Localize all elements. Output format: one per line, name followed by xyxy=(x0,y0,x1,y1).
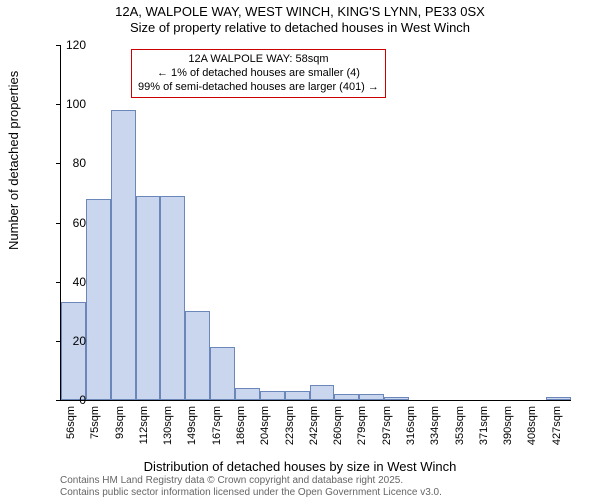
ytick-mark xyxy=(56,341,61,342)
annotation-line1: 12A WALPOLE WAY: 58sqm xyxy=(138,53,379,67)
xtick-label: 260sqm xyxy=(332,406,344,445)
ytick-mark xyxy=(56,104,61,105)
xtick-label: 279sqm xyxy=(356,406,368,445)
plot-area: 12A WALPOLE WAY: 58sqm ← 1% of detached … xyxy=(60,45,571,401)
xtick-label: 427sqm xyxy=(551,406,563,445)
xtick-label: 390sqm xyxy=(502,406,514,445)
ytick-mark xyxy=(56,163,61,164)
xtick-label: 242sqm xyxy=(308,406,320,445)
histogram-bar xyxy=(546,397,571,400)
xtick-label: 297sqm xyxy=(381,406,393,445)
attribution-line2: Contains public sector information licen… xyxy=(60,487,442,499)
chart-title-line1: 12A, WALPOLE WAY, WEST WINCH, KING'S LYN… xyxy=(0,0,600,20)
histogram-bar xyxy=(359,394,384,400)
xtick-label: 334sqm xyxy=(429,406,441,445)
xtick-label: 408sqm xyxy=(526,406,538,445)
histogram-bar xyxy=(310,385,335,400)
xtick-label: 204sqm xyxy=(259,406,271,445)
histogram-bar xyxy=(260,391,285,400)
ytick-label: 0 xyxy=(79,393,86,407)
histogram-bar xyxy=(111,110,136,400)
ytick-label: 40 xyxy=(73,275,86,289)
annotation-line3: 99% of semi-detached houses are larger (… xyxy=(138,81,379,95)
ytick-label: 120 xyxy=(66,38,86,52)
bars-group xyxy=(61,45,571,400)
xtick-label: 75sqm xyxy=(89,406,101,439)
ytick-label: 60 xyxy=(73,216,86,230)
xtick-label: 56sqm xyxy=(65,406,77,439)
chart-title-line2: Size of property relative to detached ho… xyxy=(0,20,600,35)
ytick-label: 100 xyxy=(66,97,86,111)
histogram-bar xyxy=(384,397,409,400)
attribution: Contains HM Land Registry data © Crown c… xyxy=(60,475,442,498)
xtick-label: 353sqm xyxy=(454,406,466,445)
ytick-mark xyxy=(56,45,61,46)
xtick-label: 371sqm xyxy=(478,406,490,445)
ytick-label: 80 xyxy=(73,156,86,170)
xtick-label: 223sqm xyxy=(284,406,296,445)
ytick-mark xyxy=(56,223,61,224)
histogram-bar xyxy=(285,391,310,400)
ytick-mark xyxy=(56,282,61,283)
chart-container: 12A, WALPOLE WAY, WEST WINCH, KING'S LYN… xyxy=(0,0,600,500)
histogram-bar xyxy=(160,196,185,400)
histogram-bar xyxy=(61,302,86,400)
histogram-bar xyxy=(185,311,210,400)
histogram-bar xyxy=(235,388,260,400)
xtick-label: 186sqm xyxy=(235,406,247,445)
xtick-label: 130sqm xyxy=(162,406,174,445)
xtick-label: 149sqm xyxy=(186,406,198,445)
y-axis-label: Number of detached properties xyxy=(6,71,21,250)
annotation-line2: ← 1% of detached houses are smaller (4) xyxy=(138,67,379,81)
attribution-line1: Contains HM Land Registry data © Crown c… xyxy=(60,475,442,487)
xtick-label: 316sqm xyxy=(405,406,417,445)
x-axis-label: Distribution of detached houses by size … xyxy=(0,459,600,474)
annotation-box: 12A WALPOLE WAY: 58sqm ← 1% of detached … xyxy=(131,49,386,98)
xtick-label: 93sqm xyxy=(114,406,126,439)
xtick-label: 167sqm xyxy=(211,406,223,445)
ytick-label: 20 xyxy=(73,334,86,348)
histogram-bar xyxy=(86,199,111,400)
histogram-bar xyxy=(136,196,161,400)
histogram-bar xyxy=(210,347,235,400)
ytick-mark xyxy=(56,400,61,401)
histogram-bar xyxy=(334,394,359,400)
xtick-label: 112sqm xyxy=(138,406,150,444)
